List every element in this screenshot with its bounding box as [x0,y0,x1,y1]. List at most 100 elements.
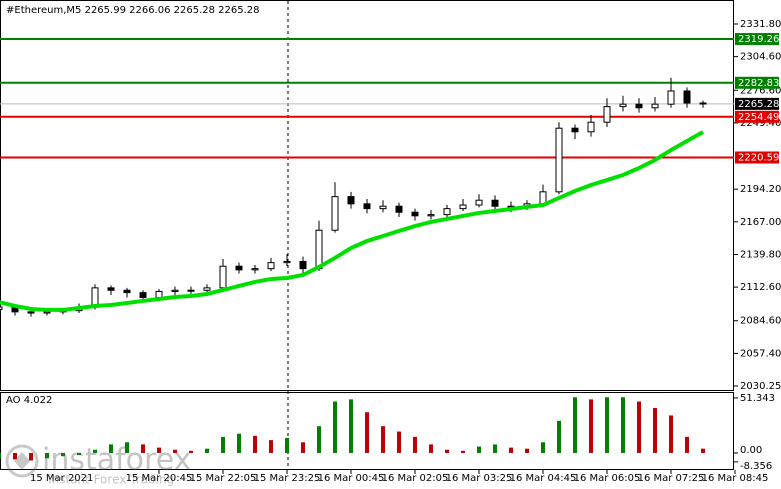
level-label-box [735,33,779,46]
candle-body [411,211,419,217]
ao-bar [157,447,161,453]
x-tick-label: 16 Mar 06:05 [574,473,641,484]
ao-bar [109,444,113,453]
x-tick-label: 15 Mar 2021 [30,473,93,484]
y-tick-label: 2030.25 [740,381,781,392]
x-tick-label: 16 Mar 03:25 [446,473,513,484]
ao-bar [317,426,321,453]
chart-title: #Ethereum,M5 2265.99 2266.06 2265.28 226… [6,5,260,16]
ao-bar [61,452,65,457]
candle-body [283,260,291,264]
x-tick-label: 16 Mar 07:25 [638,473,705,484]
ao-bar [477,446,481,453]
candle-body [331,196,339,231]
y-tick-label: 2304.60 [740,52,781,63]
y-tick-label: 2276.60 [740,85,781,96]
level-label-box [735,110,779,123]
watermark-tagline: Instant Forex Trading [48,473,174,487]
current-price-label: 2265.28 [738,99,779,110]
ao-bar [173,449,177,453]
ao-bar [93,449,97,453]
candle-body [427,214,435,217]
ao-bar [349,399,353,453]
ao-bar [701,448,705,453]
x-tick-label: 16 Mar 00:45 [318,473,385,484]
oscillator-panel [0,392,734,470]
ao-bar [365,412,369,453]
current-price-box [735,97,779,110]
x-tick-label: 15 Mar 23:25 [254,473,321,484]
candle-body [347,196,355,205]
candle-body [203,287,211,291]
ao-bar [605,397,609,453]
y-tick-label: 2112.60 [740,282,781,293]
x-tick-label: 16 Mar 08:45 [702,473,769,484]
candle-body [571,127,579,133]
y-tick-label: 2331.80 [740,19,781,30]
level-label: 2254.49 [738,112,779,123]
ao-bar [301,442,305,453]
ao-bar [429,444,433,453]
candle-body [251,268,259,271]
ao-bar [637,401,641,453]
candle-body [299,260,307,270]
y-tick-label: 2139.80 [740,249,781,260]
ao-bar [397,431,401,453]
candle-body [155,290,163,298]
candle-body [315,229,323,270]
ao-bar [525,448,529,453]
ao-bar [333,401,337,453]
price-panel [0,0,734,391]
ao-bar [621,397,625,453]
x-tick-label: 15 Mar 22:05 [190,473,257,484]
watermark-logo [5,444,39,478]
y-tick-label: 2167.00 [740,217,781,228]
watermark-brand: instaforex [42,443,191,478]
x-tick-label: 16 Mar 04:45 [510,473,577,484]
candle-body [395,205,403,213]
ao-bar [445,449,449,453]
candle-body [27,311,35,314]
candle-body [603,106,611,123]
ao-bar [381,426,385,453]
candle-body [635,103,643,109]
ao-bar [669,415,673,453]
candle-body [107,287,115,291]
candle-body [699,102,707,105]
ao-bar [45,452,49,459]
candle-body [443,208,451,216]
moving-average-line [0,130,704,312]
level-label-box [735,151,779,164]
candle-body [475,199,483,206]
ao-bar [509,447,513,453]
y-tick-label: 2249.40 [740,118,781,129]
candle-body [187,289,195,292]
ao-bar [0,452,1,459]
ao-bar [269,440,273,453]
level-label: 2220.59 [738,153,779,164]
ao-bar [589,399,593,453]
candle-body [587,121,595,133]
oscillator-title: AO 4.022 [6,395,52,406]
x-tick-label: 15 Mar 20:45 [126,473,193,484]
candle-body [619,103,627,108]
ao-bar [253,435,257,453]
candle-body [683,90,691,104]
candle-body [219,265,227,289]
ao-bar [237,433,241,453]
ao-bar [461,450,465,453]
candle-body [459,204,467,210]
ao-bar [77,452,81,456]
ao-bar [189,450,193,453]
candle-body [123,289,131,294]
ao-bar [13,452,17,460]
candle-body [667,90,675,105]
candle-body [267,262,275,270]
level-label: 2319.26 [738,34,779,45]
ao-bar [493,444,497,453]
ao-bar [141,444,145,453]
ao-bar [125,442,129,453]
level-label: 2282.83 [738,78,779,89]
